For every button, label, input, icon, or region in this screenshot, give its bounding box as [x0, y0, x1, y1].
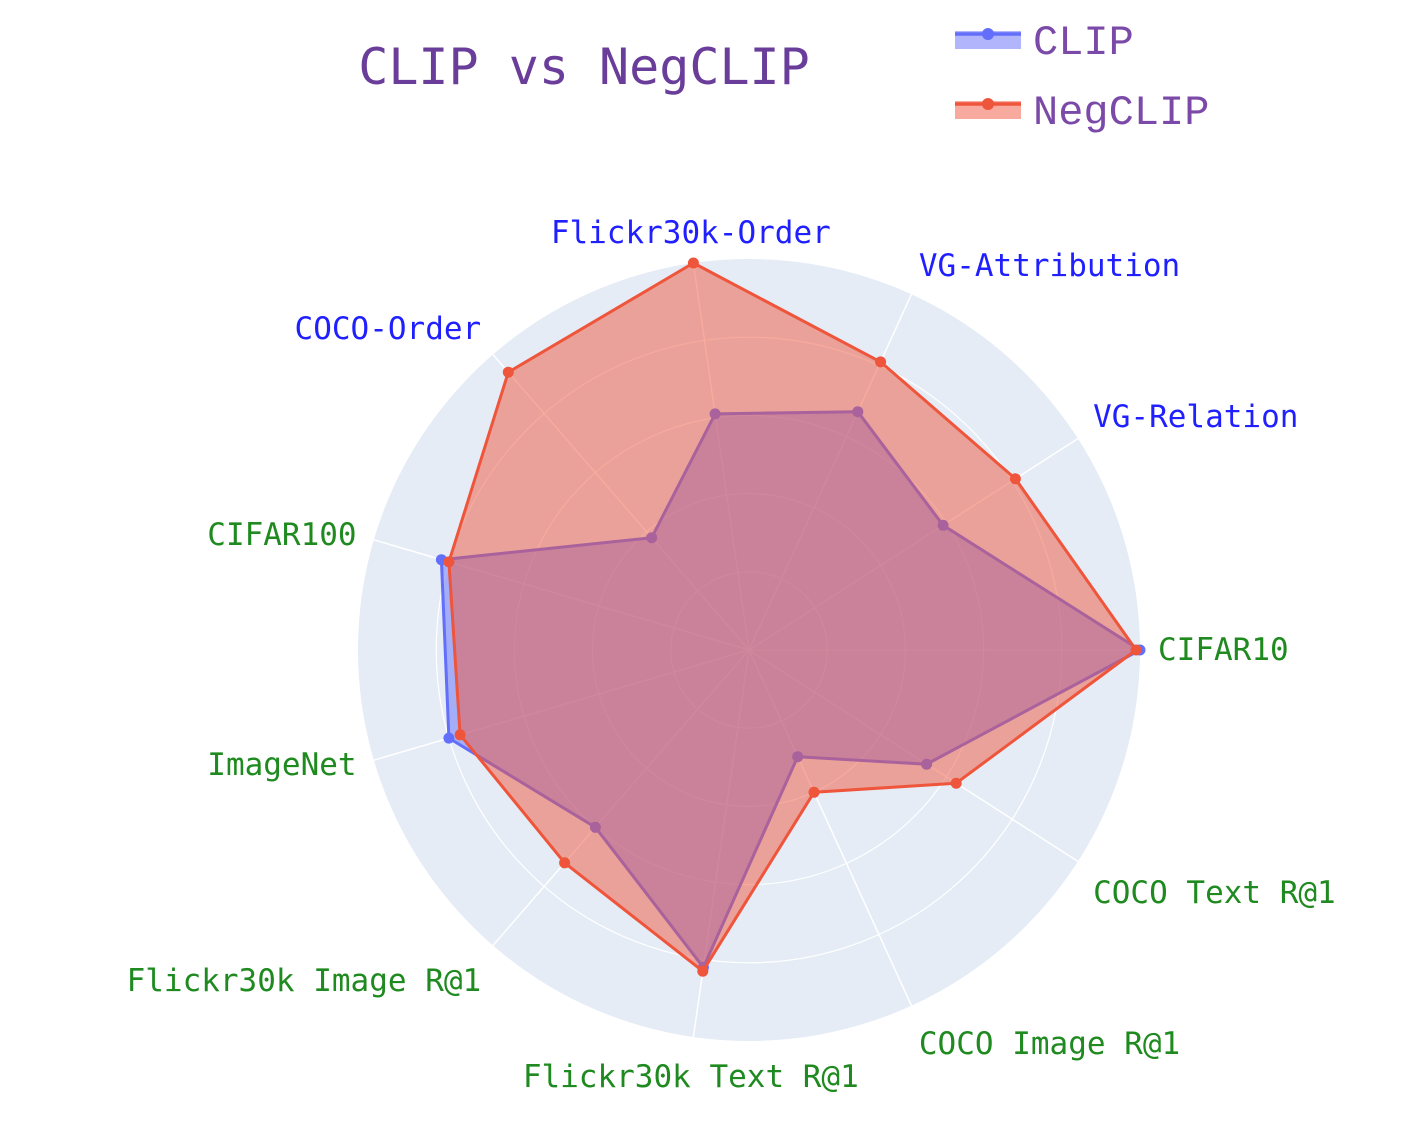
axis-label-6: CIFAR100	[207, 517, 356, 553]
data-point-negclip-2	[1009, 473, 1021, 485]
data-point-negclip-4	[687, 257, 699, 269]
data-point-negclip-5	[502, 366, 514, 378]
series-layer	[435, 257, 1146, 977]
axis-label-3: VG-Attribution	[919, 248, 1180, 284]
data-point-negclip-1	[1130, 644, 1142, 656]
legend-label-clip: CLIP	[1033, 19, 1134, 67]
axis-label-11: COCO Text R@1	[1093, 875, 1336, 911]
data-point-clip-7	[443, 732, 455, 744]
data-point-negclip-7	[454, 729, 466, 741]
chart-title: CLIP vs NegCLIP	[358, 38, 810, 96]
legend-item-negclip[interactable]: NegCLIP	[955, 89, 1209, 137]
data-point-negclip-9	[697, 965, 709, 977]
axis-label-2: VG-Relation	[1093, 399, 1298, 435]
axis-labels: CIFAR10 VG-Relation VG-Attribution Flickr30…	[127, 215, 1336, 1095]
axis-label-5: COCO-Order	[295, 311, 482, 347]
data-point-negclip-6	[443, 556, 455, 568]
axis-label-4: Flickr30k-Order	[551, 215, 831, 251]
data-point-negclip-3	[875, 356, 887, 368]
legend-marker-clip	[982, 28, 994, 40]
axis-label-9: Flickr30k Text R@1	[523, 1059, 859, 1095]
data-point-negclip-11	[950, 777, 962, 789]
axis-label-10: COCO Image R@1	[919, 1026, 1180, 1062]
legend-item-clip[interactable]: CLIP	[955, 19, 1134, 67]
legend: CLIP NegCLIP	[955, 19, 1209, 137]
axis-label-7: ImageNet	[207, 747, 356, 783]
legend-marker-negclip	[982, 98, 994, 110]
legend-label-negclip: NegCLIP	[1033, 89, 1209, 137]
axis-label-8: Flickr30k Image R@1	[127, 963, 482, 999]
data-point-negclip-10	[808, 786, 820, 798]
series-negclip	[443, 257, 1142, 977]
axis-label-1: CIFAR10	[1158, 632, 1289, 668]
series-area-negclip	[447, 261, 1138, 973]
data-point-negclip-8	[559, 857, 571, 869]
